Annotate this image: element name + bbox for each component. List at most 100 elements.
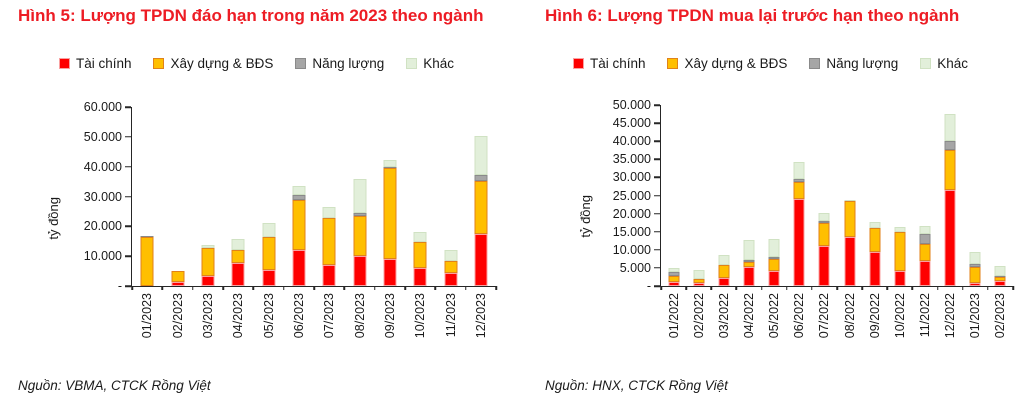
bar-segment xyxy=(818,212,830,221)
legend-label: Tài chính xyxy=(75,56,132,71)
chart-title: Hình 5: Lượng TPDN đáo hạn trong năm 202… xyxy=(18,6,484,25)
bar-segment xyxy=(231,263,245,286)
x-tick-label-text: 09/2022 xyxy=(867,293,882,339)
source-note: Nguồn: VBMA, CTCK Rồng Việt xyxy=(18,378,211,393)
x-tick-mark xyxy=(313,286,315,290)
x-tick-label-text: 02/2022 xyxy=(691,293,706,339)
bar-segment xyxy=(413,242,427,268)
bar-08/2023 xyxy=(353,107,366,286)
x-tick-mark xyxy=(161,286,164,290)
legend-item: Tài chính xyxy=(58,56,132,71)
y-tick-label: - xyxy=(117,279,122,293)
bar-04/2023 xyxy=(231,107,245,286)
x-tick-label-text: 12/2023 xyxy=(473,293,488,339)
legend-label: Tài chính xyxy=(589,56,646,71)
bar-segment xyxy=(844,237,856,286)
x-tick-mark xyxy=(222,286,224,290)
x-tick-label-text: 06/2023 xyxy=(291,293,306,339)
bar-segment xyxy=(292,199,306,251)
bar-segment xyxy=(292,186,306,196)
x-tick-label-text: 03/2023 xyxy=(200,293,215,339)
x-tick-label: 01/2023 xyxy=(968,293,982,338)
y-tick-label: 30.000 xyxy=(83,189,122,204)
bar-segment xyxy=(353,215,366,257)
bar-segment xyxy=(844,200,856,238)
bar-segment xyxy=(474,233,488,286)
x-tick-label-text: 01/2023 xyxy=(140,293,155,339)
x-tick-label-text: 09/2023 xyxy=(382,293,397,339)
x-tick-label: 06/2023 xyxy=(292,293,306,338)
y-tick-mark xyxy=(653,176,660,179)
x-tick-label: 08/2023 xyxy=(353,293,367,338)
chart-panel-buyback: Hình 6: Lượng TPDN mua lại trước hạn the… xyxy=(514,0,1027,412)
x-tick-label: 04/2022 xyxy=(742,293,756,338)
bar-04/2022 xyxy=(743,105,755,286)
x-tick-label: 01/2022 xyxy=(667,293,681,338)
x-tick-label: 04/2023 xyxy=(231,293,245,338)
x-tick-label: 10/2022 xyxy=(893,293,907,338)
bar-02/2022 xyxy=(693,105,705,286)
y-tick-label: 30.000 xyxy=(612,170,651,185)
x-tick-label: 11/2023 xyxy=(444,293,458,337)
y-tick-label: 20.000 xyxy=(612,206,651,221)
bar-segment xyxy=(793,199,805,286)
legend-swatch-icon xyxy=(153,58,165,69)
x-tick-label: 09/2023 xyxy=(383,293,397,338)
y-tick-mark xyxy=(124,285,131,287)
bar-segment xyxy=(353,212,366,216)
plot-area: 50.000 45.000 40.000 35.000 30.000 25.000 20.0… xyxy=(613,98,1014,338)
bar-segment xyxy=(668,275,680,283)
x-tick-mark xyxy=(191,286,194,290)
bar-segment xyxy=(818,246,830,286)
bar-12/2023 xyxy=(474,107,488,286)
x-tick-label-text: 04/2023 xyxy=(231,293,246,339)
bar-08/2022 xyxy=(844,105,856,286)
x-tick-label: 12/2022 xyxy=(943,293,957,338)
x-tick-label: 12/2023 xyxy=(474,293,488,338)
y-tick-label: 10.000 xyxy=(83,249,122,264)
bar-segment xyxy=(693,270,705,280)
x-tick-label-text: 02/2023 xyxy=(993,293,1008,339)
bar-segment xyxy=(969,266,981,284)
bar-segment xyxy=(919,234,931,244)
bar-segment xyxy=(793,179,805,183)
bar-01/2023 xyxy=(140,107,154,286)
bar-segment xyxy=(818,220,830,223)
bar-12/2022 xyxy=(944,105,956,286)
y-tick-label: 50.000 xyxy=(612,98,651,112)
bar-09/2022 xyxy=(869,105,881,286)
legend-item: Xây dựng & BĐS xyxy=(153,56,273,71)
bar-segment xyxy=(693,279,705,283)
bar-05/2022 xyxy=(768,105,780,286)
x-tick-label: 03/2022 xyxy=(717,293,731,338)
y-tick-label: 20.000 xyxy=(83,219,122,234)
y-tick-label: 45.000 xyxy=(612,116,651,131)
bar-segment xyxy=(474,181,488,234)
legend-swatch-icon xyxy=(58,58,70,69)
chart-title: Hình 6: Lượng TPDN mua lại trước hạn the… xyxy=(545,6,960,25)
chart-panel-maturity: Hình 5: Lượng TPDN đáo hạn trong năm 202… xyxy=(0,0,513,412)
x-tick-mark xyxy=(735,286,738,290)
x-tick-mark xyxy=(660,286,662,290)
x-tick-label: 02/2023 xyxy=(171,293,185,338)
legend-swatch-icon xyxy=(295,58,307,69)
legend-swatch-icon xyxy=(572,58,584,69)
legend-item: Xây dựng & BĐS xyxy=(667,56,787,71)
bar-07/2023 xyxy=(322,107,336,286)
legend-swatch-icon xyxy=(667,58,679,69)
bar-03/2022 xyxy=(718,105,730,286)
x-tick-label-text: 06/2022 xyxy=(792,293,807,339)
bar-segment xyxy=(994,275,1006,277)
y-tick-mark xyxy=(124,195,131,198)
bar-segment xyxy=(718,254,730,266)
x-tick-label-text: 08/2022 xyxy=(842,293,857,339)
x-tick-mark xyxy=(434,286,437,290)
y-tick-mark xyxy=(124,165,131,168)
x-tick-label-text: 08/2023 xyxy=(352,293,367,339)
x-tick-mark xyxy=(252,286,255,290)
bar-segment xyxy=(322,264,336,286)
x-tick-mark xyxy=(861,286,863,290)
bar-segment xyxy=(292,195,306,200)
bar-segment xyxy=(231,239,245,250)
bar-segment xyxy=(969,263,981,267)
